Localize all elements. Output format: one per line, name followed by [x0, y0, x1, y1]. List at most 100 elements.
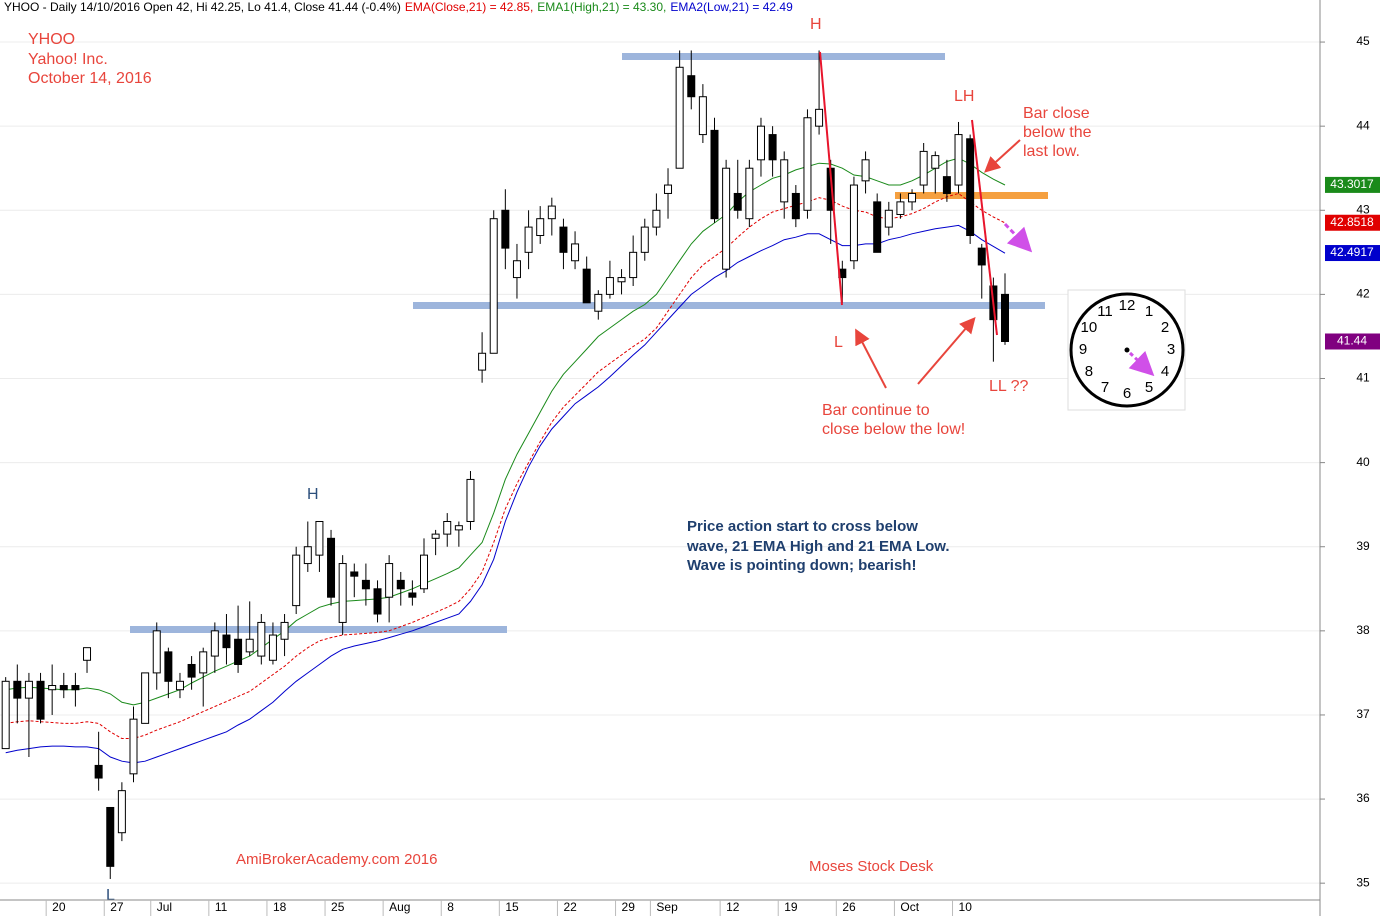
annotation: YHOO [28, 31, 75, 48]
candle-body [931, 155, 940, 169]
x-tick-label: Aug [389, 900, 410, 914]
arrow [855, 328, 887, 389]
arrow [917, 316, 976, 385]
candle-body [512, 260, 521, 279]
candle-body [919, 150, 928, 186]
candle-body [478, 352, 487, 371]
candle-body [268, 634, 277, 661]
candle-body [489, 218, 498, 354]
arrow [984, 139, 1021, 173]
candle-body [373, 588, 382, 615]
candle-body [524, 226, 533, 253]
y-tick-label: 37 [1356, 707, 1370, 721]
annotation: close below the low! [822, 421, 965, 438]
candle-body [896, 201, 905, 215]
annotation: L [834, 334, 843, 351]
plot [1, 50, 1009, 879]
candle-body [106, 806, 115, 867]
clock-center [1124, 347, 1130, 353]
candle-body [966, 138, 975, 237]
candle-body [466, 478, 475, 522]
clock-number: 4 [1161, 363, 1169, 380]
candle-body [675, 66, 684, 169]
annotation: below the [1023, 124, 1092, 141]
candle-body [36, 680, 45, 720]
candle-body [640, 226, 649, 253]
candle-body [361, 579, 370, 590]
candle-body [234, 638, 243, 665]
clock-number: 5 [1145, 379, 1153, 396]
candle-body [48, 685, 57, 691]
x-tick-label: 10 [959, 900, 973, 914]
annotation: H [810, 16, 822, 33]
candle-body [24, 680, 33, 699]
clock-number: 10 [1081, 319, 1098, 336]
y-tick-label: 42 [1356, 287, 1370, 301]
candle-body [83, 647, 92, 661]
candle-body [350, 571, 359, 577]
candle-body [733, 192, 742, 211]
ema-badge [1325, 214, 1380, 231]
annotation: H [307, 486, 319, 503]
annotation: Bar continue to [822, 402, 930, 419]
resistance-band [622, 53, 945, 60]
x-tick-label: 26 [842, 900, 856, 914]
candle-body [141, 672, 150, 724]
y-tick-label: 40 [1356, 455, 1370, 469]
candle-body [152, 630, 161, 674]
support-band [130, 626, 507, 633]
candle-body [431, 533, 440, 539]
x-tick-label: 19 [784, 900, 798, 914]
ema-badge-label: 43.3017 [1330, 177, 1374, 191]
y-tick-label: 35 [1356, 875, 1370, 889]
x-tick-label: 12 [726, 900, 740, 914]
candle-body [815, 108, 824, 127]
candle-body [338, 563, 347, 623]
annotation: Yahoo! Inc. [28, 51, 108, 68]
trend-line [971, 119, 998, 336]
annotation: LL ?? [989, 378, 1029, 395]
candle-body [803, 117, 812, 211]
candle-body [884, 209, 893, 228]
candle-body [652, 209, 661, 228]
candle-body [59, 685, 68, 691]
annotation: Price action start to cross below [687, 518, 918, 535]
annotation: Bar close [1023, 105, 1090, 122]
candle-body [257, 621, 266, 657]
annotation: Moses Stock Desk [809, 858, 934, 875]
clock-number: 2 [1161, 319, 1169, 336]
x-tick-label: Sep [656, 900, 678, 914]
x-tick-label: 8 [447, 900, 454, 914]
candle-body [420, 554, 428, 590]
header: YHOO - Daily 14/10/2016 Open 42, Hi 42.2… [4, 0, 793, 14]
candle-body [71, 685, 80, 691]
annotation: LH [954, 88, 974, 105]
candle-body [756, 125, 765, 161]
plot-background [0, 41, 1320, 884]
candle-body [582, 268, 591, 304]
candle-body [210, 630, 219, 657]
y-tick-label: 38 [1356, 623, 1370, 637]
ema-line [5, 192, 1006, 739]
candle-body [664, 184, 673, 194]
candle-body [687, 75, 696, 98]
candle-body [571, 243, 580, 262]
candle-body [292, 554, 301, 607]
candle-body [443, 520, 452, 535]
x-tick-label: 15 [505, 900, 519, 914]
price-badge-label: 41.44 [1337, 334, 1367, 348]
candle-body [1001, 293, 1009, 342]
y-tick-label: 43 [1356, 202, 1370, 216]
y-tick-label: 39 [1356, 539, 1370, 553]
clock-number: 3 [1167, 341, 1175, 358]
candle-body [954, 134, 963, 186]
candle-body [245, 638, 254, 653]
legend-entry: EMA2(Low,21) = 42.49 [670, 0, 793, 14]
annotation: October 14, 2016 [28, 70, 152, 87]
ema-badge-label: 42.8518 [1330, 215, 1374, 229]
header-title: YHOO - Daily 14/10/2016 Open 42, Hi 42.2… [4, 0, 401, 14]
candle-body [280, 621, 289, 640]
clock-number: 11 [1097, 303, 1113, 320]
candle-body [222, 634, 231, 649]
